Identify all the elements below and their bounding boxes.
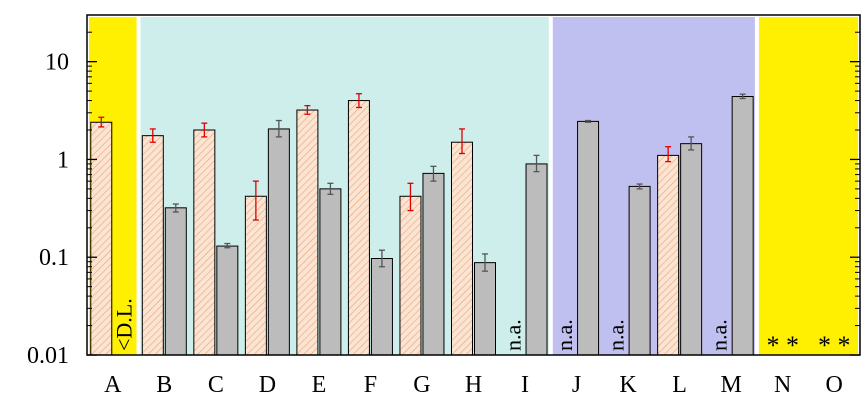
annotations: <D.L. n.a. n.a. n.a. n.a. * * * * <box>111 298 850 360</box>
bar-f-s2 <box>370 258 393 356</box>
plot-frame <box>86 14 861 356</box>
bar-h-s1 <box>451 141 473 356</box>
error-bar-d-s2 <box>275 119 282 138</box>
bar-m-s2 <box>731 96 754 356</box>
y-tick-label: 10 <box>45 50 69 76</box>
background-regions <box>89 17 858 355</box>
x-tick-label-a: A <box>104 372 122 398</box>
y-tick-label: 0.01 <box>27 343 69 369</box>
error-bar-k-s2 <box>636 183 643 190</box>
bar-l-s1 <box>657 154 680 356</box>
x-tick-label-n: N <box>774 372 791 398</box>
bar-h-s2 <box>474 262 496 356</box>
error-bar-c-s2 <box>224 242 231 249</box>
error-bar-d-s1 <box>252 180 259 221</box>
bar-g-s2 <box>422 172 445 356</box>
bar-g-s1 <box>399 195 422 356</box>
x-tick-label-i: I <box>521 372 529 398</box>
x-tick-label-o: O <box>826 372 843 398</box>
error-bar-c-s1 <box>201 122 208 138</box>
error-bar-e-s1 <box>304 104 311 115</box>
bar-i-s2 <box>525 163 548 356</box>
x-tick-label-d: D <box>259 372 276 398</box>
y-axis: 0.01 0.1 1 10 <box>27 14 860 369</box>
bar-c-s2 <box>216 245 239 356</box>
error-bar-e-s2 <box>327 182 334 195</box>
x-tick-label-m: M <box>720 372 741 398</box>
error-bar-j-s2 <box>585 119 592 123</box>
annotation-i: n.a. <box>501 319 526 351</box>
annotation-k: n.a. <box>604 319 629 351</box>
bar-l-s2 <box>680 143 703 356</box>
bar-e-s1 <box>296 109 319 356</box>
annotation-a: <D.L. <box>111 298 136 351</box>
error-bars <box>98 93 746 272</box>
error-bar-l-s2 <box>688 136 695 151</box>
x-tick-label-g: G <box>413 372 430 398</box>
bar-a-s1 <box>90 121 113 356</box>
error-bar-g-s2 <box>430 165 437 182</box>
error-bar-m-s2 <box>739 93 746 100</box>
error-bar-b-s1 <box>149 128 156 143</box>
x-tick-label-b: B <box>156 372 172 398</box>
error-bar-h-s2 <box>482 253 488 272</box>
error-bar-f-s1 <box>355 93 362 109</box>
region-n-o <box>758 17 858 355</box>
x-tick-label-f: F <box>364 372 377 398</box>
error-bar-i-s2 <box>533 154 540 173</box>
x-tick-label-j: J <box>572 372 581 398</box>
bar-d-s2 <box>267 128 290 356</box>
error-bar-a-s1 <box>98 116 105 128</box>
bar-c-s1 <box>193 129 216 356</box>
x-tick-label-l: L <box>672 372 687 398</box>
x-tick-label-k: K <box>619 372 637 398</box>
y-tick-label: 1 <box>57 147 69 173</box>
bar-j-s2 <box>577 120 600 356</box>
error-bar-f-s2 <box>378 249 385 268</box>
x-tick-label-h: H <box>465 372 482 398</box>
annotation-m: n.a. <box>707 319 732 351</box>
x-tick-label-e: E <box>312 372 327 398</box>
error-bar-h-s1 <box>459 128 465 155</box>
x-tick-label-c: C <box>208 372 224 398</box>
bar-b-s1 <box>141 135 164 356</box>
error-bar-l-s1 <box>665 146 672 163</box>
bar-k-s2 <box>628 185 651 356</box>
y-tick-label: 0.1 <box>39 245 69 271</box>
bar-b-s2 <box>164 207 187 356</box>
error-bar-b-s2 <box>172 203 179 213</box>
error-bar-g-s1 <box>407 182 414 212</box>
annotation-j: n.a. <box>552 319 577 351</box>
bar-e-s2 <box>319 188 342 356</box>
x-axis: A B C D E F G H I J K L M N O <box>104 372 843 398</box>
bar-f-s1 <box>347 100 370 356</box>
